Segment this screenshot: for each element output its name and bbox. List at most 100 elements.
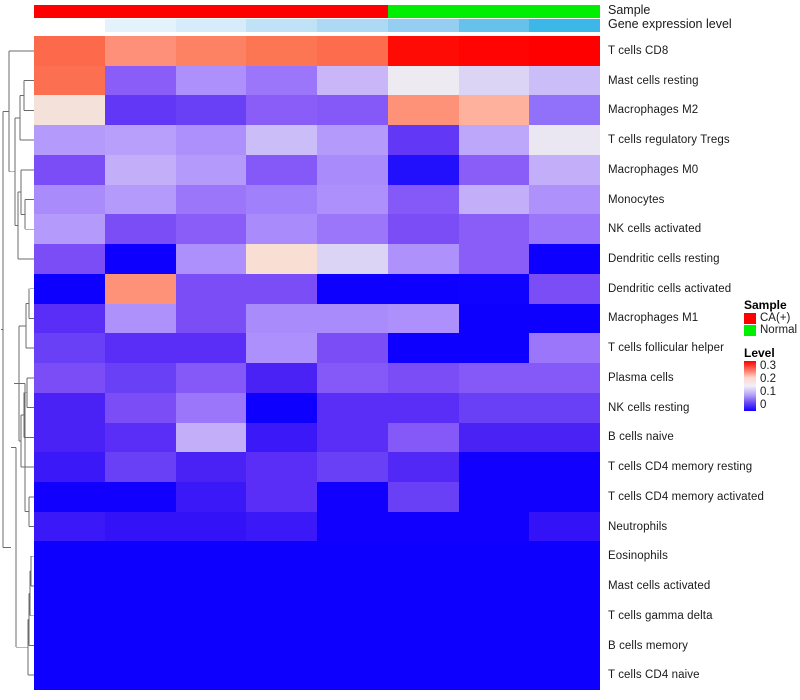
heatmap-cell [246, 660, 317, 691]
heatmap-cell [246, 392, 317, 423]
heatmap-cell [175, 95, 247, 126]
heatmap-cell [458, 511, 530, 542]
heatmap-row [34, 95, 600, 126]
heatmap-cell [458, 214, 530, 245]
heatmap-cell [104, 125, 176, 155]
heatmap-cell [458, 363, 530, 393]
heatmap-cell [34, 125, 105, 155]
heatmap-cell [246, 363, 317, 393]
heatmap-cell [246, 184, 317, 215]
heatmap-cell [34, 95, 105, 126]
heatmap-row [34, 630, 600, 661]
annotation-cell-gene-expression-5 [317, 19, 388, 32]
heatmap-cell [246, 244, 317, 274]
heatmap-cell [529, 214, 600, 245]
heatmap-cell [317, 65, 388, 96]
legend-level-title: Level [744, 346, 775, 360]
heatmap-cell [458, 482, 530, 512]
legend-level-gradient-wrap: 0.3 0.2 0.1 0 [744, 360, 800, 411]
legend-level-gradient-bar [744, 361, 756, 411]
annotation-cell-gene-expression-4 [246, 19, 317, 32]
heatmap-cell [458, 154, 530, 185]
heatmap-cell [104, 511, 176, 542]
heatmap-cell [529, 273, 600, 304]
annotation-cell-sample-6 [387, 5, 459, 18]
heatmap-cell [34, 511, 105, 542]
row-label: Mast cells resting [608, 74, 699, 87]
heatmap-cell [458, 333, 530, 364]
row-label: Macrophages M0 [608, 163, 699, 176]
heatmap-cell [529, 511, 600, 542]
heatmap-cell [246, 95, 317, 126]
heatmap-cell [529, 660, 600, 691]
heatmap-cell [317, 184, 388, 215]
legend-level-tick: 0 [760, 399, 767, 411]
heatmap-cell [387, 303, 459, 334]
annotation-cell-gene-expression-8 [529, 19, 600, 32]
heatmap-cell [104, 65, 176, 96]
heatmap-row [34, 273, 600, 304]
heatmap-cell [458, 571, 530, 601]
heatmap-cell [529, 65, 600, 96]
legend-sample-title: Sample [744, 298, 787, 312]
heatmap-row [34, 125, 600, 155]
annotation-bar-sample [34, 5, 600, 18]
heatmap-row [34, 660, 600, 691]
heatmap-cell [246, 214, 317, 245]
heatmap-cell [175, 273, 247, 304]
row-label: T cells regulatory Tregs [608, 134, 730, 147]
heatmap-cell [34, 65, 105, 96]
heatmap-cell [175, 511, 247, 542]
heatmap-cell [246, 511, 317, 542]
heatmap-cell [246, 273, 317, 304]
heatmap-cell [529, 482, 600, 512]
heatmap-cell [387, 482, 459, 512]
heatmap-cell [175, 630, 247, 661]
heatmap-cell [317, 630, 388, 661]
heatmap-cell [34, 541, 105, 572]
row-label: NK cells resting [608, 401, 690, 414]
heatmap-cell [529, 392, 600, 423]
heatmap-cell [529, 452, 600, 483]
heatmap-cell [175, 36, 247, 66]
heatmap-grid [34, 36, 600, 691]
heatmap-row [34, 392, 600, 423]
heatmap-cell [387, 95, 459, 126]
heatmap-cell [104, 363, 176, 393]
row-label: T cells CD4 memory resting [608, 461, 753, 474]
row-label: Dendritic cells resting [608, 253, 720, 265]
heatmap-cell [387, 36, 459, 66]
heatmap-cell [104, 571, 176, 601]
heatmap-cell [317, 36, 388, 66]
legend-level-tick: 0.2 [760, 373, 776, 385]
heatmap-cell [246, 125, 317, 155]
heatmap-row [34, 600, 600, 631]
heatmap-row [34, 154, 600, 185]
annotation-bar-gene-expression [34, 19, 600, 32]
heatmap-cell [387, 154, 459, 185]
row-label: Macrophages M2 [608, 104, 699, 117]
annotation-cell-gene-expression-1 [34, 19, 105, 32]
heatmap-cell [317, 333, 388, 364]
heatmap-cell [34, 363, 105, 393]
heatmap-cell [34, 214, 105, 245]
heatmap-cell [387, 511, 459, 542]
heatmap-cell [387, 125, 459, 155]
row-label: T cells gamma delta [608, 609, 713, 622]
heatmap-cell [458, 392, 530, 423]
heatmap-cell [104, 273, 176, 304]
heatmap-cell [317, 363, 388, 393]
heatmap-cell [317, 303, 388, 334]
heatmap-cell [317, 214, 388, 245]
legend-sample-items: CA(+) Normal [744, 312, 800, 336]
heatmap-cell [387, 571, 459, 601]
heatmap-cell [34, 273, 105, 304]
heatmap-row [34, 184, 600, 215]
legend-level-ticks: 0.3 0.2 0.1 0 [760, 360, 776, 411]
heatmap-cell [34, 244, 105, 274]
heatmap-cell [317, 273, 388, 304]
heatmap-row [34, 244, 600, 274]
legend-sample-item-label: CA(+) [760, 312, 791, 324]
heatmap-cell [246, 541, 317, 572]
